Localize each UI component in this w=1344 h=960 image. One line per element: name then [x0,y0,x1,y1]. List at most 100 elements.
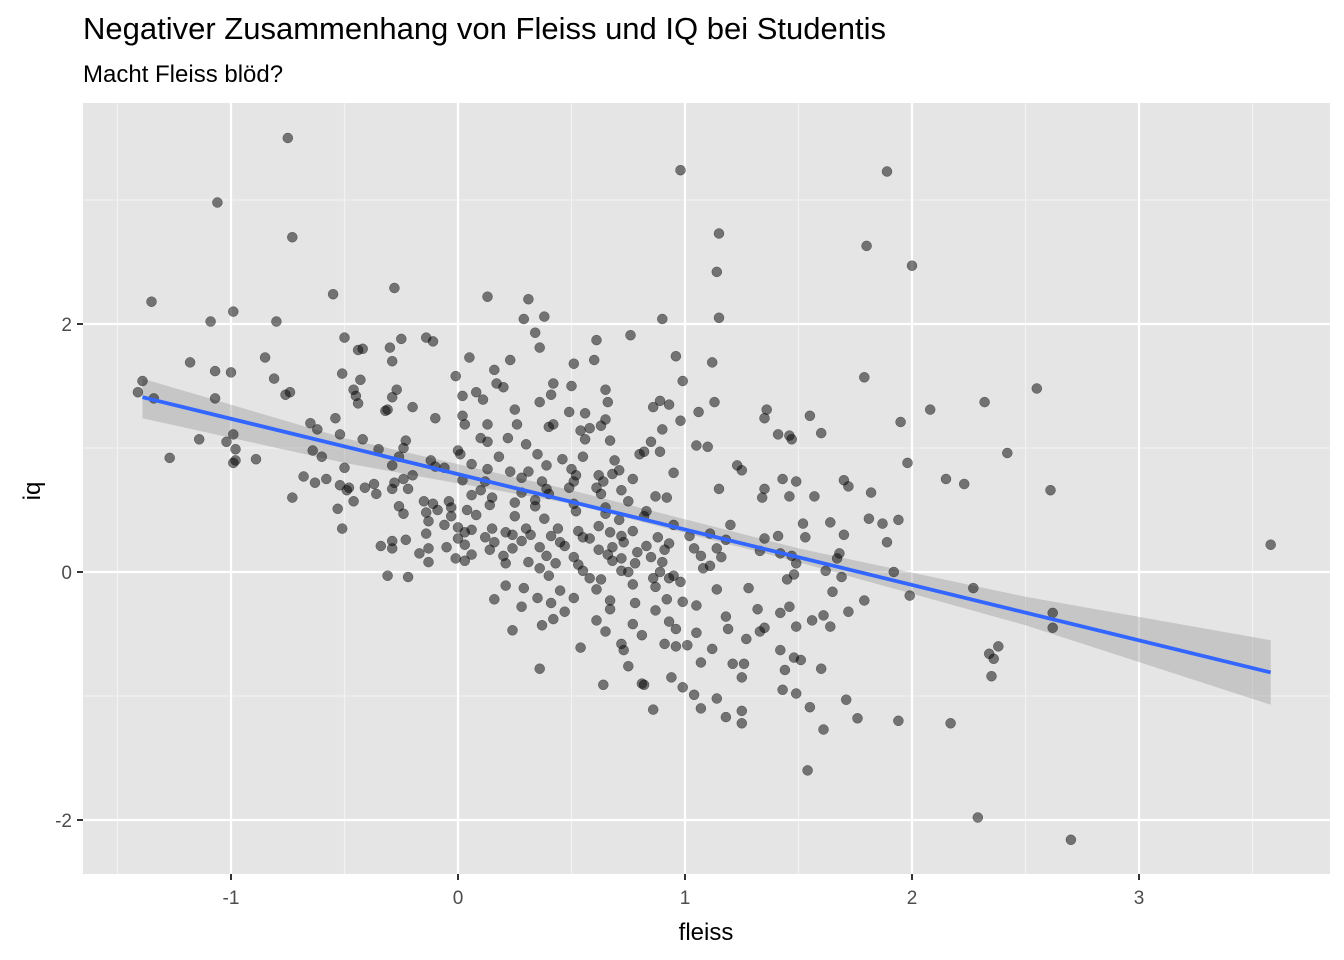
data-point [772,429,784,440]
data-point [184,357,196,368]
chart-title: Negativer Zusammenhang von Fleiss und IQ… [83,11,886,46]
data-point [754,626,766,637]
data-point [221,436,232,448]
data-point [484,499,496,511]
x-tick-label: 1 [680,888,691,909]
data-point [259,352,271,363]
data-point [477,394,489,405]
data-point [759,533,770,544]
data-point [457,390,468,402]
data-point [228,457,239,469]
data-point [790,476,802,487]
data-point [509,497,521,508]
y-tick-label: 2 [61,315,72,336]
data-point [663,399,675,410]
data-point [675,576,686,588]
data-point [407,401,418,413]
data-point [518,582,530,594]
data-point [604,527,616,538]
data-point [666,672,677,683]
data-point [647,704,659,715]
data-point [357,343,368,355]
data-point [466,549,477,560]
data-point [423,556,434,568]
data-point [386,355,398,367]
data-point [852,713,863,724]
data-point [536,620,548,631]
data-point [607,468,618,480]
data-point [539,311,550,322]
data-point [321,473,332,485]
data-point [484,544,496,555]
data-point [452,533,464,544]
data-point [743,582,754,594]
data-point [577,565,589,577]
data-point [541,460,552,471]
data-point [520,439,532,450]
data-point [548,378,559,389]
data-point [668,467,679,479]
data-point [545,597,557,609]
data-point [777,684,788,696]
data-point [534,563,545,574]
data-point [702,441,713,453]
data-point [659,638,670,650]
data-point [368,478,380,490]
y-axis-title: iq [19,482,46,501]
data-point [398,442,409,454]
data-point [627,473,639,485]
data-point [838,529,850,541]
data-point [523,466,534,477]
data-point [534,541,545,553]
data-point [559,540,570,552]
data-point [1047,622,1058,634]
data-point [675,415,686,426]
data-points [132,132,1276,846]
data-point [523,293,534,305]
data-point [722,623,734,635]
data-point [675,164,686,176]
y-tick-label: -2 [55,811,72,832]
data-point [386,460,398,471]
x-axis-title: fleiss [679,919,734,946]
data-point [1047,607,1058,619]
data-point [427,336,439,347]
data-point [636,629,648,641]
data-point [618,644,629,656]
data-point [761,404,772,415]
data-point [795,654,807,666]
data-point [881,536,893,548]
data-point [720,711,732,723]
data-point [645,436,657,448]
data-point [398,508,409,519]
data-point [697,563,709,574]
data-point [504,466,516,477]
data-point [725,519,736,531]
minor-gridlines [83,103,1330,874]
data-point [332,503,343,515]
data-point [432,504,443,516]
data-point [945,718,956,729]
data-point [709,396,720,408]
data-point [595,488,607,500]
data-point [663,572,675,584]
data-point [736,718,748,729]
data-point [840,694,852,705]
data-point [357,434,368,445]
data-point [790,621,802,632]
data-point [790,558,802,569]
x-tick-label: 2 [907,888,918,909]
data-point [741,633,752,645]
data-point [652,532,664,543]
data-point [568,358,580,369]
data-point [137,375,148,387]
data-point [641,540,652,552]
data-point [736,672,748,683]
data-point [441,541,452,553]
data-point [993,641,1004,652]
data-point [804,410,816,422]
data-point [386,543,398,554]
data-point [489,364,500,376]
data-point [516,601,527,612]
data-point [600,384,611,395]
